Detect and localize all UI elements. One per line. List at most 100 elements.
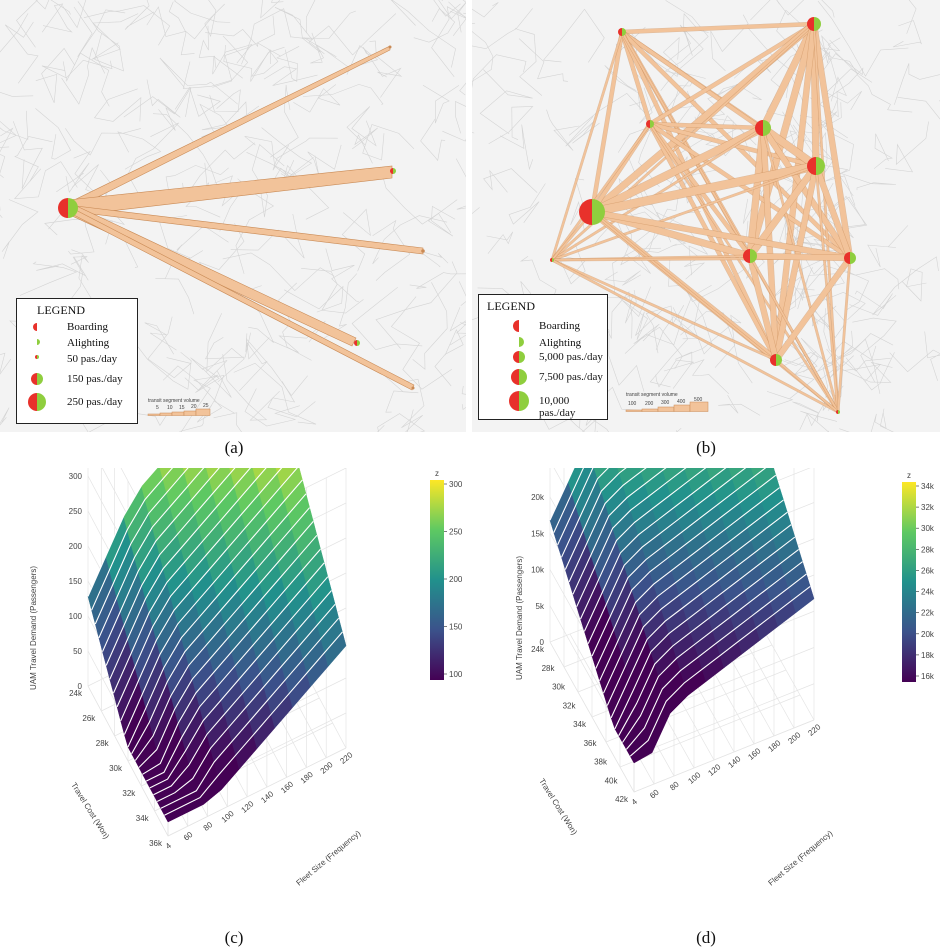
- flow-segment: [589, 21, 817, 215]
- z-axis-title: UAM Travel Demand (Passengers): [29, 566, 38, 690]
- caption-a: (a): [224, 438, 244, 457]
- contour-line: [576, 468, 687, 607]
- alighting-marker: [850, 252, 856, 264]
- boarding-marker: [354, 340, 357, 346]
- x-tick-label: 120: [706, 762, 722, 778]
- contour-line: [564, 468, 627, 570]
- z-tick-label: 15k: [531, 529, 545, 538]
- legend-item-small: 50 pas./day: [67, 353, 118, 365]
- legend-symbols-a: [28, 323, 46, 411]
- flow-segment: [551, 259, 839, 413]
- flow-segment: [591, 209, 851, 261]
- contour-line: [156, 603, 336, 802]
- surface-cell: [567, 468, 584, 494]
- colorbar-title: z: [907, 471, 911, 480]
- y-tick-label: 24k: [531, 645, 545, 654]
- boarding-marker: [807, 157, 816, 175]
- colorbar-tick-label: 28k: [921, 545, 935, 554]
- legend-item-medium: 150 pas./day: [67, 373, 123, 385]
- colorbar-tick-label: 20k: [921, 630, 935, 639]
- volume-scale-title: transit segment volume: [148, 398, 200, 404]
- surface-plot-d-svg: 40k35k30k25k20k15k10k5k0UAM Travel Deman…: [515, 468, 935, 888]
- x-tick-label: 200: [319, 760, 335, 776]
- y-tick-label: 26k: [82, 714, 96, 723]
- colorbar-tick-label: 34k: [921, 482, 935, 491]
- x-tick-label: 200: [786, 730, 802, 746]
- x-tick-label: 140: [259, 789, 275, 805]
- colorbar-tick-label: 150: [449, 623, 463, 632]
- volume-tick: 20: [191, 404, 197, 410]
- contour-line: [120, 468, 298, 722]
- surface-cell: [230, 468, 251, 487]
- legend-item-boarding: Boarding: [539, 320, 580, 332]
- legend-item-large: 10,000 pas./day: [539, 395, 576, 419]
- boarding-marker: [646, 120, 650, 128]
- contour-line: [149, 576, 329, 789]
- contour-line: [160, 617, 340, 809]
- colorbar: [430, 480, 444, 680]
- z-tick-label: 20k: [531, 493, 545, 502]
- alighting-marker: [37, 339, 40, 345]
- surface-mesh: [549, 468, 815, 764]
- contour-line: [145, 562, 325, 782]
- volume-tick: 5: [156, 405, 159, 411]
- volume-tick: 10: [167, 405, 173, 411]
- contour-line: [123, 479, 303, 735]
- alighting-marker: [519, 337, 524, 347]
- legend-item-boarding: Boarding: [67, 321, 108, 333]
- x-axis-title: Fleet Size (Frequency): [767, 828, 835, 887]
- z-tick-label: 50: [73, 647, 82, 656]
- flow-segment: [649, 122, 764, 130]
- flow-segment: [811, 23, 853, 259]
- contour-line: [606, 511, 788, 706]
- contour-line: [572, 468, 667, 595]
- caption-b: (b): [696, 438, 716, 457]
- legend-item-alighting: Alighting: [67, 337, 110, 349]
- y-axis-title: Travel Cost (Won): [537, 777, 579, 837]
- contour-line: [587, 468, 747, 644]
- contour-line: [610, 524, 792, 719]
- y-tick-label: 32k: [122, 789, 136, 798]
- contour-line: [134, 521, 314, 761]
- contour-line: [98, 468, 205, 639]
- x-tick-label: 60: [182, 830, 195, 843]
- flow-segment: [590, 31, 624, 213]
- y-tick-label: 32k: [563, 701, 577, 710]
- y-axis-title: Travel Cost (Won): [69, 781, 111, 841]
- alighting-marker: [816, 157, 825, 175]
- boarding-marker: [513, 351, 519, 363]
- y-tick-label: 38k: [594, 758, 608, 767]
- x-tick-label: 220: [806, 722, 822, 738]
- legend-title: LEGEND: [37, 303, 85, 317]
- contour-line: [112, 468, 267, 694]
- surface-cell: [571, 468, 594, 507]
- volume-tick: 300: [661, 400, 670, 406]
- surface-cell: [206, 468, 220, 480]
- surface-cell: [252, 468, 267, 481]
- contour-line: [591, 468, 767, 657]
- boarding-marker: [550, 258, 552, 262]
- alighting-marker: [519, 351, 525, 363]
- contour-line: [138, 534, 318, 768]
- flow-segment: [837, 257, 851, 413]
- x-tick-label: 220: [338, 750, 354, 766]
- boarding-marker: [58, 198, 68, 218]
- contour-line: [629, 585, 811, 757]
- colorbar-tick-label: 22k: [921, 609, 935, 618]
- z-tick-label: 100: [69, 612, 83, 621]
- legend-title: LEGEND: [487, 299, 535, 313]
- boarding-marker: [770, 354, 776, 366]
- x-tick-label: 100: [220, 809, 236, 825]
- flow-segment: [813, 165, 853, 259]
- surface-cell: [684, 468, 706, 482]
- contour-line: [614, 536, 796, 730]
- flow-segment: [620, 31, 778, 361]
- alighting-marker: [357, 340, 360, 346]
- boarding-marker: [511, 369, 519, 385]
- flow-segment: [760, 126, 853, 260]
- volume-tick: 400: [677, 399, 686, 405]
- flow-segment: [590, 124, 765, 216]
- surface-mesh: [87, 468, 347, 823]
- x-axis-title: Fleet Size (Frequency): [295, 828, 363, 887]
- x-tick-label: 4: [630, 797, 640, 807]
